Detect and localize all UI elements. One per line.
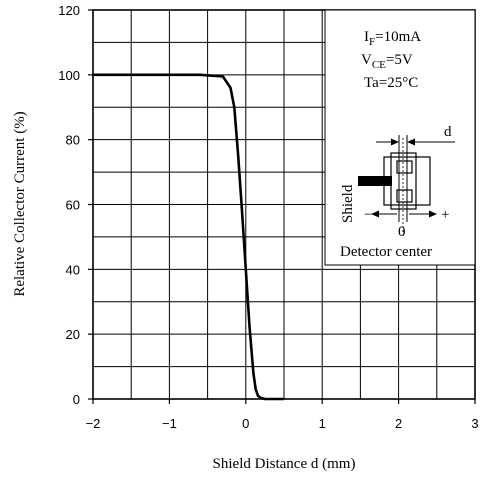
y-tick-label: 60 [66,198,80,213]
zero-label: 0 [398,224,406,240]
x-tick-label: −1 [162,416,177,431]
y-axis-label: Relative Collector Current (%) [12,111,28,296]
x-tick-label: 3 [471,416,478,431]
x-axis-label: Shield Distance d (mm) [213,456,356,472]
y-tick-label: 0 [73,392,80,407]
x-tick-label: 1 [319,416,326,431]
minus-label: − [364,207,372,223]
ticks [88,9,476,404]
series-line [93,73,284,401]
y-tick-label: 120 [58,3,80,18]
y-tick-label: 20 [66,327,80,342]
conditions-box [324,9,476,266]
y-tick-label: 80 [66,133,80,148]
condition-ta: Ta=25°C [364,75,418,91]
x-tick-label: 0 [242,416,249,431]
detector-diagram [358,135,455,235]
condition-if: IF=10mA [364,29,421,48]
x-tick-label: −2 [86,416,101,431]
condition-vce: VCE=5V [361,52,413,71]
shield-label: Shield [340,184,356,223]
plus-label: + [441,207,449,223]
y-tick-labels: 0 20 40 60 80 100 120 [58,3,80,407]
y-tick-label: 100 [58,68,80,83]
detector-center-label: Detector center [340,244,432,260]
x-tick-labels: −2 −1 0 1 2 3 [86,416,479,431]
y-tick-label: 40 [66,262,80,277]
x-tick-label: 2 [395,416,402,431]
d-label: d [444,124,452,140]
